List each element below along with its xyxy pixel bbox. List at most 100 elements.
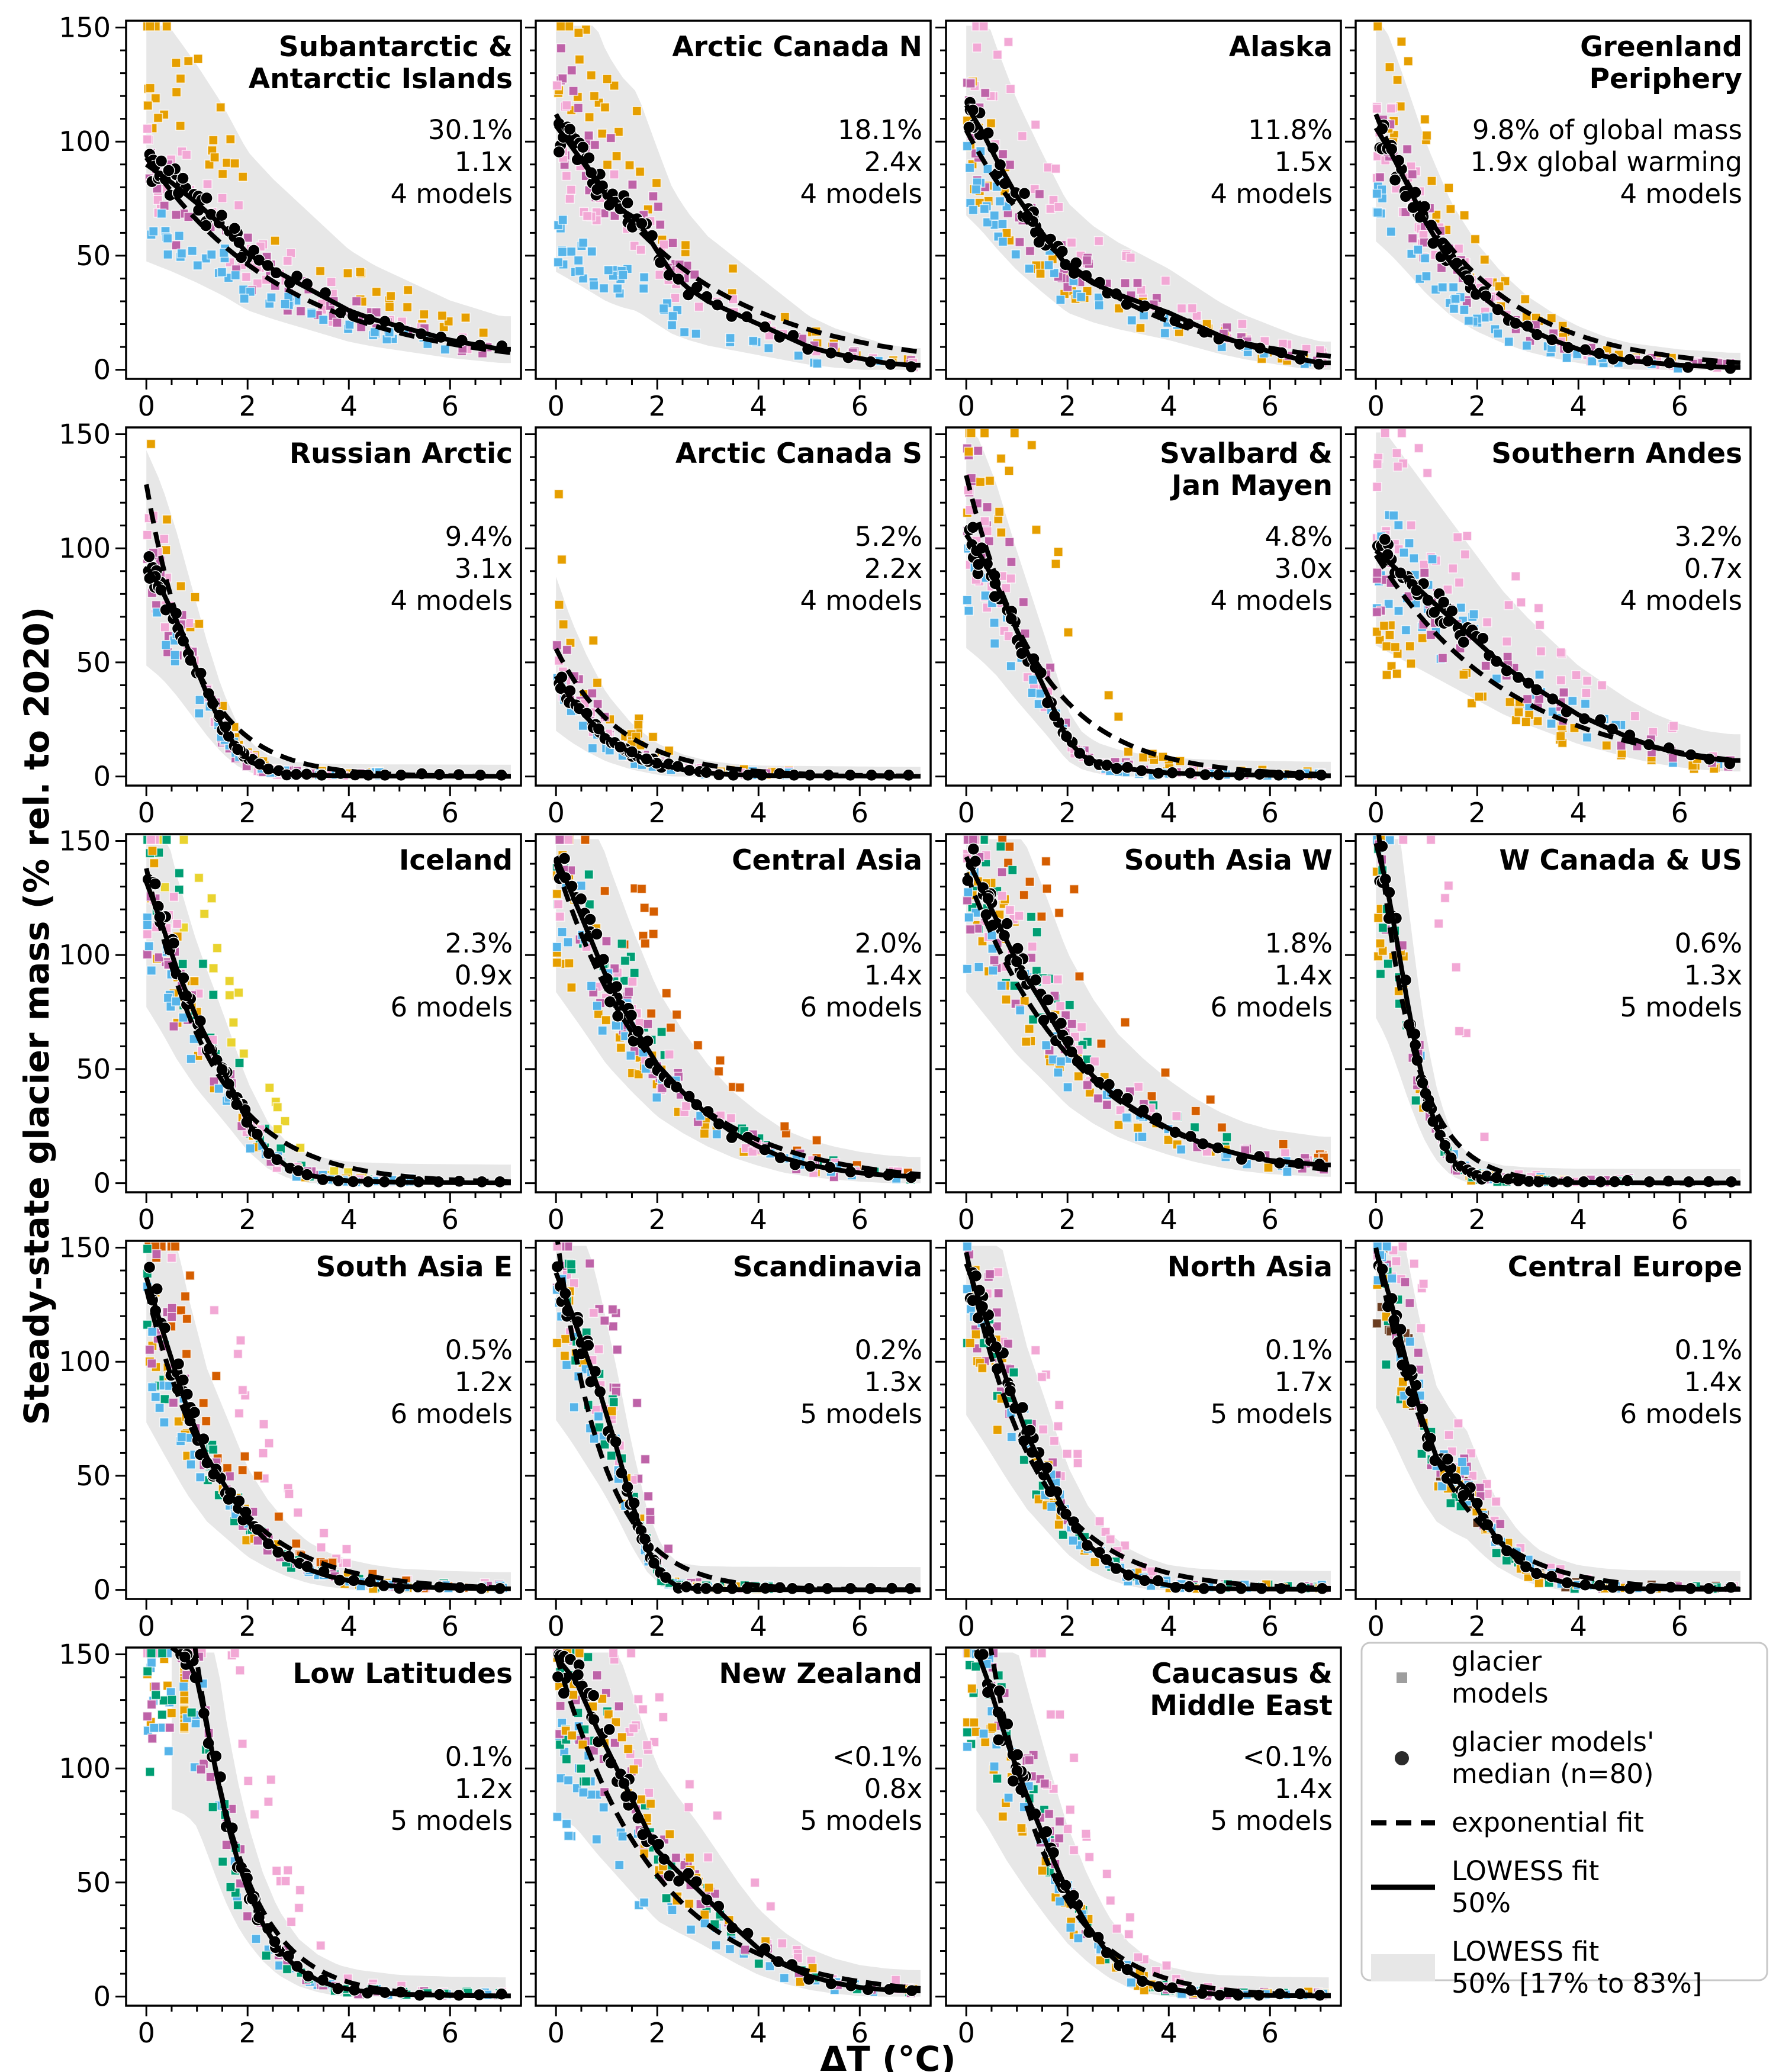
panel-model-count: 5 models	[800, 1805, 923, 1836]
panel-share: 2.3%	[445, 928, 513, 959]
y-tick-label: 50	[76, 646, 111, 678]
y-tick-label: 0	[94, 1981, 111, 2013]
x-tick-label: 0	[958, 797, 975, 829]
x-tick-label: 2	[239, 1204, 256, 1236]
panel-model-count: 4 models	[1620, 178, 1743, 210]
lowess-band	[556, 839, 921, 1183]
panel-southern-andes: 0 2 4 6 Southern Andes 3.2%0.7x4 models	[1345, 426, 1752, 829]
panel-title: Low Latitudes	[292, 1658, 513, 1690]
x-tick-label: 4	[1160, 797, 1177, 829]
x-tick-label: 6	[1671, 1610, 1688, 1642]
panel-title: South Asia W	[1124, 844, 1333, 877]
x-tick-label: 4	[1160, 1610, 1177, 1642]
panel-central-asia: 0 2 4 6 Central Asia 2.0%1.4x6 models	[525, 833, 932, 1236]
ticks	[1345, 433, 1732, 796]
panel-central-europe: 0 2 4 6 Central Europe 0.1%1.4x6 models	[1345, 1240, 1752, 1642]
panel-title: Middle East	[1150, 1690, 1333, 1722]
y-tick-label: 50	[76, 1867, 111, 1899]
panel-share: 0.5%	[445, 1334, 513, 1366]
panel-warming-factor: 1.3x	[864, 1366, 922, 1398]
panel-warming-factor: 1.1x	[455, 146, 513, 178]
x-tick-label: 4	[1570, 1204, 1587, 1236]
x-tick-label: 6	[851, 1610, 868, 1642]
lowess-fit-line	[554, 674, 921, 779]
panel-warming-factor: 1.7x	[1275, 1366, 1333, 1398]
exponential-fit-line	[144, 867, 511, 1185]
panel-russian-arctic: 0 2 4 6 0 50 100 150 Russian Arctic 9.4%3.1x4 mod…	[59, 419, 522, 829]
x-tick-label: 6	[851, 2017, 868, 2049]
exponential-fit-line	[964, 129, 1331, 359]
x-tick-label: 0	[958, 2017, 975, 2049]
x-tick-label: 0	[958, 1610, 975, 1642]
panel-model-count: 6 models	[1620, 1398, 1743, 1430]
lowess-fit-line	[1373, 127, 1740, 370]
lowess-fit-line	[554, 124, 921, 368]
x-tick-label: 4	[750, 1610, 767, 1642]
panel-new-zealand: 0 2 4 6 New Zealand <0.1%0.8x5 models	[525, 1646, 932, 2049]
x-tick-label: 6	[442, 797, 459, 829]
panel-model-count: 4 models	[800, 585, 923, 616]
y-tick-label: 150	[59, 419, 111, 451]
lowess-fit-line	[554, 855, 921, 1179]
ticks	[115, 1247, 502, 1610]
panel-title: Scandinavia	[733, 1251, 922, 1283]
x-tick-label: 2	[1059, 2017, 1076, 2049]
x-tick-label: 6	[442, 1204, 459, 1236]
panel-model-count: 4 models	[1620, 585, 1743, 616]
panel-warming-factor: 0.9x	[455, 960, 513, 991]
x-tick-label: 4	[1570, 797, 1587, 829]
ticks	[525, 1247, 912, 1610]
panel-warming-factor: 1.3x	[1684, 960, 1742, 991]
panel-share: <0.1%	[832, 1741, 922, 1772]
legend-lowess-band-marker	[1371, 1954, 1435, 1981]
panel-model-count: 4 models	[391, 178, 513, 210]
panel-share: 3.2%	[1675, 521, 1742, 552]
x-tick-label: 0	[138, 1610, 155, 1642]
exponential-fit-line	[1373, 113, 1741, 365]
ticks	[525, 27, 912, 390]
x-tick-label: 4	[1160, 1204, 1177, 1236]
lowess-band	[976, 1652, 1329, 1997]
x-tick-label: 0	[1368, 797, 1385, 829]
x-tick-label: 0	[958, 390, 975, 422]
y-tick-label: 50	[76, 1460, 111, 1492]
ticks	[115, 27, 502, 390]
lowess-fit-line	[1373, 1249, 1740, 1592]
x-tick-label: 2	[239, 390, 256, 422]
x-tick-label: 4	[750, 2017, 767, 2049]
x-tick-label: 6	[1262, 2017, 1279, 2049]
x-tick-label: 6	[1262, 390, 1279, 422]
panel-share: 9.4%	[445, 521, 513, 552]
panel-title: Central Europe	[1508, 1251, 1742, 1283]
lowess-fit-line	[1373, 842, 1740, 1186]
x-tick-label: 4	[750, 390, 767, 422]
x-tick-label: 0	[548, 797, 565, 829]
panel-share: 0.1%	[445, 1741, 513, 1772]
x-tick-label: 4	[750, 1204, 767, 1236]
legend-item-label: glacier models'	[1452, 1726, 1654, 1758]
y-tick-label: 100	[59, 1346, 111, 1378]
lowess-band	[966, 839, 1331, 1177]
lowess-fit-line	[554, 1655, 921, 1993]
panel-warming-factor: 2.4x	[864, 146, 922, 178]
x-tick-label: 0	[548, 390, 565, 422]
panel-share: 11.8%	[1248, 114, 1333, 146]
panel-arctic-canada-s: 0 2 4 6 Arctic Canada S 5.2%2.2x4 models	[525, 426, 932, 829]
panel-title: Subantarctic &	[279, 31, 513, 63]
lowess-fit-line	[964, 1263, 1331, 1592]
panel-title: Arctic Canada N	[672, 31, 922, 63]
panel-warming-factor: 1.2x	[455, 1366, 513, 1398]
lowess-band	[1376, 432, 1740, 772]
ticks	[935, 27, 1322, 390]
panel-title: Caucasus &	[1151, 1658, 1333, 1690]
panel-warming-factor: 1.4x	[1275, 1773, 1333, 1804]
panel-title: North Asia	[1167, 1251, 1333, 1283]
x-tick-label: 6	[1671, 797, 1688, 829]
x-tick-label: 4	[340, 390, 358, 422]
x-tick-label: 0	[958, 1204, 975, 1236]
x-tick-label: 6	[442, 2017, 459, 2049]
panel-caucasus-middle-east: 0 2 4 6 Caucasus &Middle East <0.1%1.4x5 mode…	[935, 1646, 1342, 2049]
x-tick-label: 0	[1368, 1610, 1385, 1642]
